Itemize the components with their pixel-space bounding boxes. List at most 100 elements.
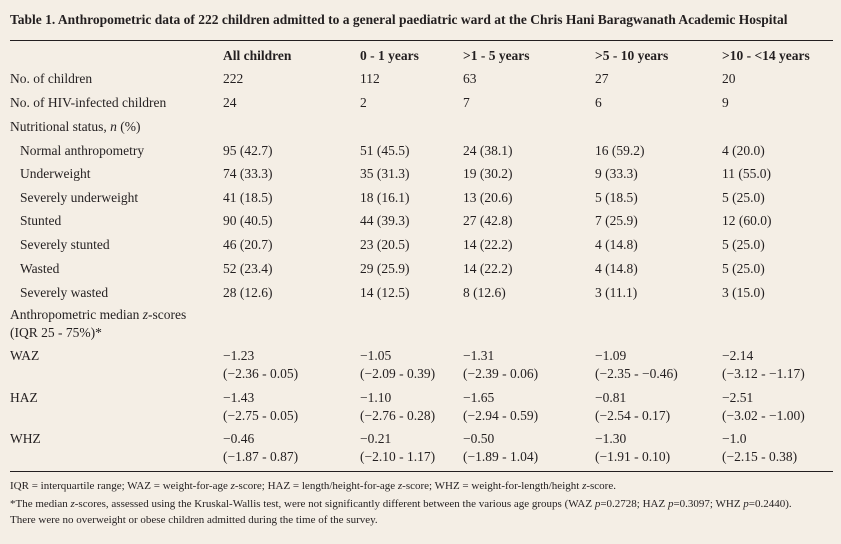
title-rule <box>10 40 833 41</box>
column-header: 0 - 1 years <box>360 48 419 63</box>
cell: 29 (25.9) <box>360 260 410 278</box>
cell-line: 90 (40.5) <box>223 213 273 228</box>
cell: 222 <box>223 70 243 88</box>
cell-line: (−2.15 - 0.38) <box>722 449 798 464</box>
cell-line: −0.46 <box>223 431 255 446</box>
column-header: All children <box>223 48 292 63</box>
cell: 9 <box>722 94 729 112</box>
cell: 14 (22.2) <box>463 236 513 254</box>
cell: 4 (20.0) <box>722 142 765 160</box>
cell-line: 4 (14.8) <box>595 237 638 252</box>
cell: 46 (20.7) <box>223 236 273 254</box>
cell-line: 46 (20.7) <box>223 237 273 252</box>
cell-line: −1.09 <box>595 348 627 363</box>
text-part: *The median <box>10 498 71 510</box>
text-part: =0.2728; HAZ <box>600 498 668 510</box>
cell-line: −2.51 <box>722 390 754 405</box>
cell: 4 (14.8) <box>595 260 638 278</box>
cell: 9 (33.3) <box>595 165 638 183</box>
cell: 13 (20.6) <box>463 189 513 207</box>
cell: 44 (39.3) <box>360 212 410 230</box>
text-part: IQR = interquartile range; WAZ = weight-… <box>10 480 231 492</box>
cell-line: (−2.75 - 0.05) <box>223 408 299 423</box>
row-label: Nutritional status, n (%) <box>10 118 141 136</box>
cell-line: −1.65 <box>463 390 495 405</box>
cell: −1.65 (−2.94 - 0.59) <box>463 389 538 425</box>
cell: −1.09 (−2.35 - −0.46) <box>595 347 678 383</box>
cell: −1.31 (−2.39 - 0.06) <box>463 347 538 383</box>
text-part: -score; HAZ = length/height-for-age <box>234 480 398 492</box>
cell-line: −1.0 <box>722 431 747 446</box>
cell-line: 5 (25.0) <box>722 190 765 205</box>
cell-line: 8 (12.6) <box>463 285 506 300</box>
text-part: Severely underweight <box>20 190 139 205</box>
text-part: z <box>582 480 587 492</box>
cell: 28 (12.6) <box>223 284 273 302</box>
row-label: HAZ <box>10 389 38 407</box>
cell: −1.10 (−2.76 - 0.28) <box>360 389 435 425</box>
cell-line: (−3.02 - −1.00) <box>722 408 805 423</box>
cell-line: 18 (16.1) <box>360 190 410 205</box>
cell-line: −1.10 <box>360 390 392 405</box>
row-label: Underweight <box>20 165 90 183</box>
cell: 3 (11.1) <box>595 284 637 302</box>
row-label: Normal anthropometry <box>20 142 144 160</box>
cell: 19 (30.2) <box>463 165 513 183</box>
text-part: Nutritional status, <box>10 119 111 134</box>
cell-line: 12 (60.0) <box>722 213 772 228</box>
cell: 5 (25.0) <box>722 260 765 278</box>
cell-line: 14 (12.5) <box>360 285 410 300</box>
cell: 4 (14.8) <box>595 236 638 254</box>
cell: 41 (18.5) <box>223 189 273 207</box>
cell-line: 4 (20.0) <box>722 143 765 158</box>
text-part: =0.2440). There were no overweight or ob… <box>10 498 792 526</box>
cell: 6 <box>595 94 602 112</box>
cell: 74 (33.3) <box>223 165 273 183</box>
cell: 112 <box>360 70 380 88</box>
cell-line: 9 (33.3) <box>595 166 638 181</box>
column-header: >1 - 5 years <box>463 48 530 63</box>
text-part: Underweight <box>20 166 91 181</box>
bottom-rule <box>10 471 833 472</box>
row-label: Severely wasted <box>20 284 108 302</box>
cell: 7 (25.9) <box>595 212 638 230</box>
cell: 51 (45.5) <box>360 142 410 160</box>
cell-line: 20 <box>722 71 736 86</box>
column-header: >5 - 10 years <box>595 48 669 63</box>
cell: 5 (18.5) <box>595 189 638 207</box>
cell: 14 (22.2) <box>463 260 513 278</box>
cell-line: 52 (23.4) <box>223 261 273 276</box>
cell: −0.21 (−2.10 - 1.17) <box>360 430 435 466</box>
text-part: z <box>142 307 148 322</box>
cell-line: 5 (25.0) <box>722 237 765 252</box>
cell: −1.43 (−2.75 - 0.05) <box>223 389 298 425</box>
cell: 27 (42.8) <box>463 212 513 230</box>
cell: 63 <box>463 70 477 88</box>
row-label: Anthropometric median z-scores (IQR 25 -… <box>10 306 186 342</box>
text-part: p <box>743 498 749 510</box>
cell: 35 (31.3) <box>360 165 410 183</box>
cell: 16 (59.2) <box>595 142 645 160</box>
cell-line: 3 (11.1) <box>595 285 638 300</box>
cell-line: 2 <box>360 95 367 110</box>
cell-line: −1.05 <box>360 348 392 363</box>
cell: 2 <box>360 94 367 112</box>
cell-line: −0.81 <box>595 390 627 405</box>
cell-line: 14 (22.2) <box>463 261 513 276</box>
cell-line: 51 (45.5) <box>360 143 410 158</box>
cell: −2.14 (−3.12 - −1.17) <box>722 347 805 383</box>
row-label: Severely stunted <box>20 236 110 254</box>
cell-line: 16 (59.2) <box>595 143 645 158</box>
row-label: No. of HIV-infected children <box>10 94 166 112</box>
text-part: n <box>110 119 117 134</box>
cell-line: 23 (20.5) <box>360 237 410 252</box>
cell-line: 74 (33.3) <box>223 166 273 181</box>
cell-line: (−1.89 - 1.04) <box>463 449 539 464</box>
cell-line: 222 <box>223 71 244 86</box>
footnote: *The median z-scores, assessed using the… <box>10 496 792 528</box>
text-part: Severely wasted <box>20 285 109 300</box>
cell: 5 (25.0) <box>722 236 765 254</box>
text-part: WHZ <box>10 431 41 446</box>
cell: 14 (12.5) <box>360 284 410 302</box>
cell: 27 <box>595 70 609 88</box>
